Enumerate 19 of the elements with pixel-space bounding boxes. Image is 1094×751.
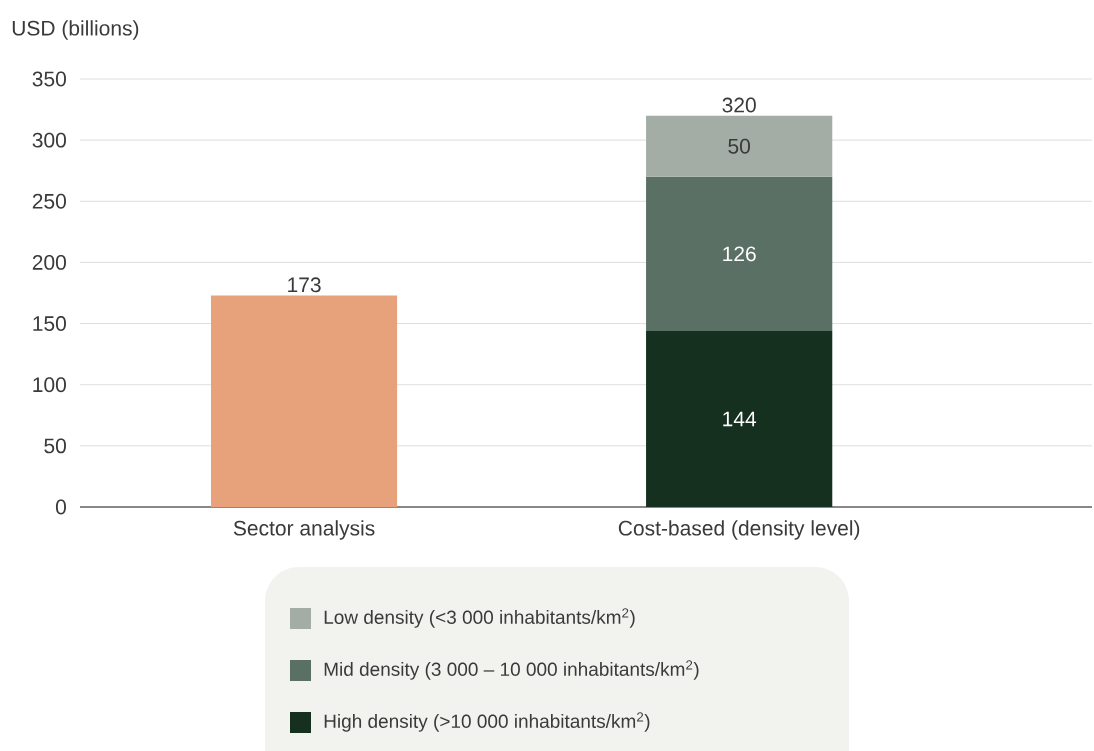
y-tick-label: 100 xyxy=(33,377,66,393)
legend-label: Low density (<3 000 inhabitants/km$^{2}$) xyxy=(324,608,635,628)
x-tick-label: Sector analysis xyxy=(233,520,375,540)
y-tick-label: 0 xyxy=(55,499,66,515)
data-label: 144 xyxy=(723,411,757,427)
legend-label: Mid density (3 000 – 10 000 inhabitants/km$^{2}$) xyxy=(324,660,699,680)
y-tick-label: 150 xyxy=(33,316,66,331)
y-tick-label: 200 xyxy=(32,254,66,270)
total-label: 173 xyxy=(288,277,321,293)
data-label: 50 xyxy=(728,138,751,154)
x-tick-label: Cost-based (density level) xyxy=(618,520,860,540)
y-tick-label: 250 xyxy=(32,193,66,209)
y-tick-label: 300 xyxy=(32,132,66,148)
total-label: 320 xyxy=(722,97,756,113)
y-tick-label: 50 xyxy=(44,438,66,454)
data-label: 126 xyxy=(723,246,756,262)
legend-label: High density (>10 000 inhabitants/km$^{2}$) xyxy=(324,712,650,732)
y-tick-label: 350 xyxy=(32,71,66,87)
y-axis-title: USD (billions) xyxy=(12,20,139,40)
